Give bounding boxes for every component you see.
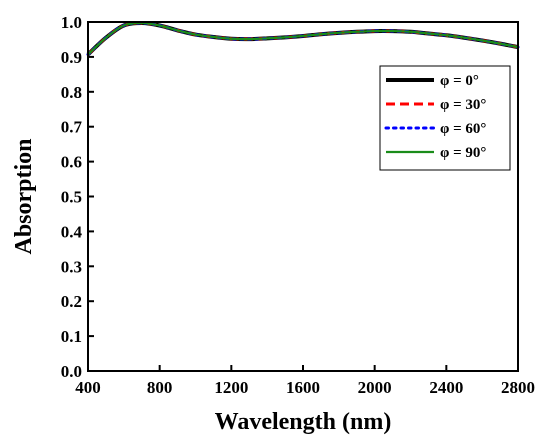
x-tick-label: 1600 [286,378,320,397]
x-axis-title: Wavelength (nm) [215,409,392,435]
legend-label: φ = 60° [440,121,486,137]
y-tick-label: 0.3 [61,257,82,276]
y-tick-label: 0.4 [61,222,83,241]
y-axis-title: Absorption [11,138,37,254]
legend-label: φ = 30° [440,97,486,113]
y-tick-label: 0.2 [61,292,82,311]
series-line-phi-2 [86,21,520,56]
x-tick-label: 400 [75,378,101,397]
x-tick-label: 2000 [358,378,392,397]
y-tick-label: 0.8 [61,83,82,102]
y-tick-label: 1.0 [61,13,82,32]
axis-ticks: 400 800 1200 1600 2000 2400 2800 0.0 0.1 0.2 0.3 0.… [61,13,535,397]
x-tick-label: 1200 [214,378,248,397]
x-tick-label: 800 [147,378,173,397]
plot-lines [86,21,520,56]
y-tick-label: 0.7 [61,118,83,137]
legend: φ = 0° φ = 30° φ = 60° φ = 90° [379,65,511,171]
y-tick-label: 0.0 [61,362,82,381]
legend-label: φ = 90° [440,145,486,161]
legend-label: φ = 0° [440,73,479,89]
y-tick-label: 0.9 [61,48,82,67]
series-line-phi-0 [86,21,519,56]
y-tick-label: 0.5 [61,188,82,207]
y-tick-label: 0.1 [61,327,82,346]
x-tick-label: 2400 [429,378,463,397]
series-line-phi-3 [87,21,519,56]
series-line-phi-1 [86,21,519,56]
x-tick-label: 2800 [501,378,535,397]
y-tick-label: 0.6 [61,153,82,172]
